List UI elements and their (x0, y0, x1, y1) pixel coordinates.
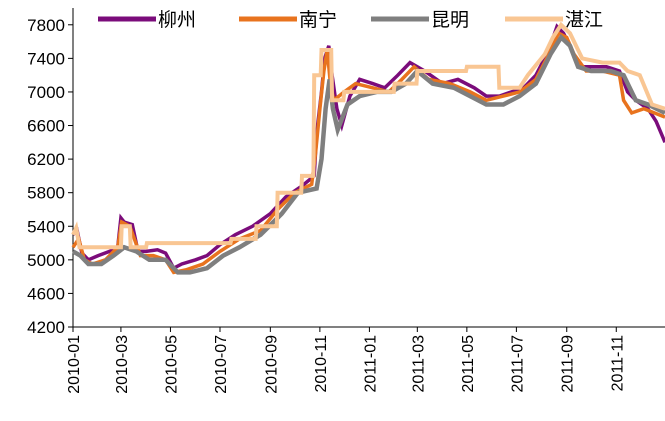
y-tick-label: 7000 (27, 83, 65, 102)
y-tick-label: 4600 (27, 284, 65, 303)
y-tick-label: 7800 (27, 16, 65, 35)
legend-label-2: 南宁 (299, 9, 337, 31)
x-tick-label: 2010-05 (163, 335, 180, 394)
legend-label-4: 湛江 (565, 9, 603, 31)
x-tick-label: 2011-05 (460, 335, 477, 393)
y-tick-label: 5800 (27, 184, 65, 203)
x-tick-label: 2011-11 (609, 335, 626, 391)
y-tick-label: 4200 (27, 318, 65, 337)
x-tick-label: 2011-03 (410, 335, 427, 393)
y-tick-label: 6200 (27, 150, 65, 169)
y-axis: 4200 4600 5000 5400 5800 6200 6600 7000 7400 7800 (27, 8, 74, 337)
series-line-4 (71, 21, 665, 250)
y-tick-label: 5000 (27, 251, 65, 270)
x-tick-label: 2011-01 (362, 335, 379, 393)
y-tick-label: 5400 (27, 217, 65, 236)
plot-series (71, 21, 665, 275)
x-tick-label: 2011-09 (560, 335, 577, 393)
legend: 柳州 南宁 昆明 湛江 (98, 9, 603, 31)
x-tick-label: 2011-07 (509, 335, 526, 393)
series-line-2 (71, 30, 665, 275)
x-tick-label: 2010-11 (313, 335, 330, 393)
x-axis: 2010-01 2010-03 2010-05 2010-07 2010-09 2010-… (66, 326, 665, 394)
legend-label-3: 昆明 (431, 10, 469, 31)
y-tick-label: 7400 (27, 49, 65, 68)
x-tick-label: 2010-09 (263, 335, 280, 394)
series-line-3 (71, 33, 665, 275)
y-tick-label: 6600 (27, 117, 65, 136)
legend-label-1: 柳州 (158, 9, 196, 31)
x-tick-label: 2010-03 (114, 335, 131, 394)
x-tick-label: 2010-07 (213, 335, 230, 394)
x-tick-label: 2010-01 (66, 335, 83, 394)
